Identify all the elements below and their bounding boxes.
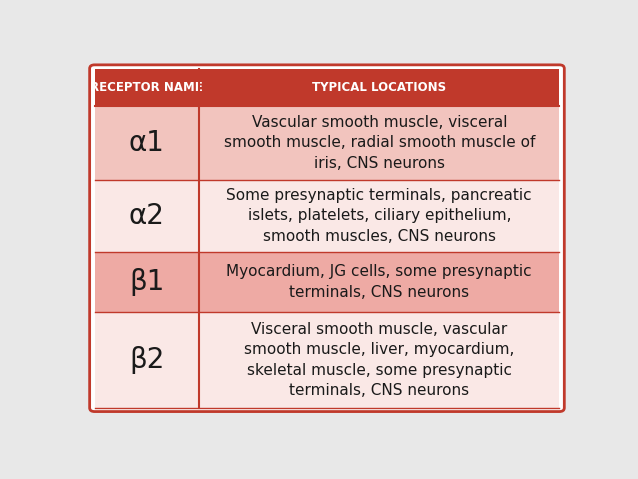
Bar <box>94 105 199 180</box>
Bar <box>199 180 560 252</box>
Bar <box>199 105 560 180</box>
Text: RECEPTOR NAME: RECEPTOR NAME <box>91 80 204 93</box>
Bar <box>94 252 199 312</box>
Text: TYPICAL LOCATIONS: TYPICAL LOCATIONS <box>312 80 447 93</box>
Bar <box>199 312 560 408</box>
Bar <box>94 68 560 105</box>
Text: Some presynaptic terminals, pancreatic
islets, platelets, ciliary epithelium,
sm: Some presynaptic terminals, pancreatic i… <box>226 188 532 244</box>
Text: Myocardium, JG cells, some presynaptic
terminals, CNS neurons: Myocardium, JG cells, some presynaptic t… <box>226 264 532 300</box>
Text: Visceral smooth muscle, vascular
smooth muscle, liver, myocardium,
skeletal musc: Visceral smooth muscle, vascular smooth … <box>244 322 514 398</box>
Text: α1: α1 <box>129 129 165 157</box>
Text: α2: α2 <box>129 202 165 230</box>
Bar <box>199 252 560 312</box>
Bar <box>94 312 199 408</box>
Text: β1: β1 <box>129 268 165 296</box>
Text: Vascular smooth muscle, visceral
smooth muscle, radial smooth muscle of
iris, CN: Vascular smooth muscle, visceral smooth … <box>223 115 535 171</box>
Bar <box>94 180 199 252</box>
FancyBboxPatch shape <box>89 65 565 411</box>
Text: β2: β2 <box>129 346 165 374</box>
